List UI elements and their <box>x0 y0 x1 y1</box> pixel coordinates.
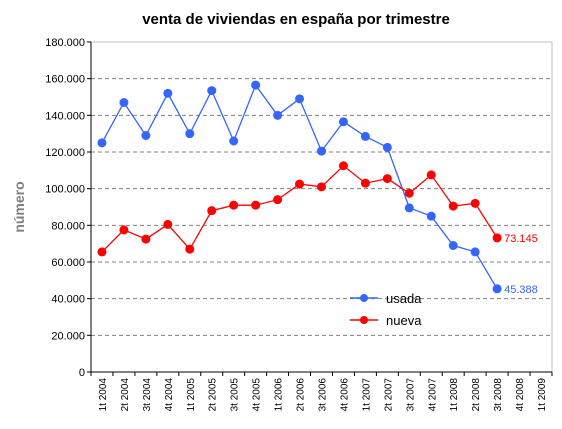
data-point-nueva <box>119 225 129 235</box>
x-tick-label: 2t 2006 <box>296 378 307 412</box>
y-tick-label: 0 <box>79 367 85 379</box>
x-tick-label: 3t 2005 <box>230 378 241 412</box>
plot-area <box>90 41 553 373</box>
data-point-usada <box>97 138 107 148</box>
data-point-nueva <box>295 179 305 189</box>
data-point-nueva <box>404 188 414 198</box>
data-point-nueva <box>470 198 480 208</box>
y-tick-label: 140.000 <box>45 110 85 122</box>
data-point-nueva <box>185 244 195 254</box>
data-point-nueva <box>492 233 502 243</box>
legend-marker-usada <box>360 294 368 302</box>
y-tick-label: 60.000 <box>51 257 85 269</box>
series: 45.388 73.145 <box>97 80 538 296</box>
data-point-usada <box>360 131 370 141</box>
data-point-nueva <box>338 161 348 171</box>
x-tick-label: 4t 2004 <box>164 378 175 412</box>
data-point-nueva <box>448 201 458 211</box>
y-tick-label: 40.000 <box>51 294 85 306</box>
data-point-usada <box>448 241 458 250</box>
data-point-usada <box>492 284 502 294</box>
data-point-nueva <box>360 178 370 188</box>
x-tick-label: 4t 2008 <box>515 378 526 412</box>
y-axis-label: número <box>11 181 27 232</box>
x-tick-label: 1t 2009 <box>537 378 548 412</box>
y-tick-label: 180.000 <box>45 37 85 49</box>
legend-item-nueva: nueva <box>350 313 422 328</box>
data-point-nueva <box>273 195 283 205</box>
legend-marker-nueva <box>360 316 368 324</box>
x-tick-label: 3t 2008 <box>493 378 504 412</box>
x-axis-ticks: 1t 2004 2t 2004 3t 2004 4t 2004 1t 2005 2t 20… <box>90 372 553 412</box>
x-tick-label: 1t 2007 <box>361 378 372 412</box>
data-point-usada <box>295 94 305 104</box>
data-point-usada <box>163 88 173 98</box>
series-nueva: 73.145 <box>97 161 538 257</box>
legend: usada nueva <box>350 291 422 328</box>
data-point-usada <box>338 117 348 127</box>
data-point-usada <box>229 136 239 146</box>
data-point-usada <box>426 211 436 221</box>
data-point-nueva <box>97 247 107 257</box>
data-point-usada <box>251 80 261 90</box>
data-point-nueva <box>426 170 436 180</box>
x-tick-label: 3t 2004 <box>142 378 153 412</box>
x-tick-label: 3t 2006 <box>318 378 329 412</box>
y-tick-label: 80.000 <box>51 220 85 232</box>
data-point-nueva <box>163 219 173 229</box>
data-point-nueva <box>207 206 217 216</box>
y-tick-label: 20.000 <box>51 330 85 342</box>
x-tick-label: 1t 2008 <box>449 378 460 412</box>
x-tick-label: 1t 2004 <box>98 378 109 412</box>
series-usada: 45.388 <box>97 80 538 296</box>
legend-item-usada: usada <box>350 291 422 306</box>
y-axis-ticks: 0 20.000 40.000 60.000 80.000 100.000 120.000 1… <box>45 37 91 379</box>
data-point-usada <box>273 110 283 120</box>
x-tick-label: 3t 2007 <box>405 378 416 412</box>
data-point-usada <box>185 129 195 139</box>
x-tick-label: 4t 2005 <box>252 378 263 412</box>
data-point-usada <box>141 131 151 140</box>
y-tick-label: 100.000 <box>45 184 85 196</box>
y-tick-label: 160.000 <box>45 74 85 86</box>
data-point-nueva <box>251 200 261 210</box>
data-label-usada: 45.388 <box>504 284 538 296</box>
data-label-nueva: 73.145 <box>504 233 538 245</box>
x-tick-label: 2t 2005 <box>208 378 219 412</box>
x-tick-label: 1t 2005 <box>186 378 197 412</box>
y-tick-label: 120.000 <box>45 147 85 159</box>
legend-label-usada: usada <box>386 291 422 306</box>
x-tick-label: 2t 2007 <box>383 378 394 412</box>
series-line-nueva <box>101 164 498 253</box>
axes <box>90 41 553 373</box>
data-point-nueva <box>229 200 239 210</box>
x-tick-label: 2t 2008 <box>471 378 482 412</box>
x-tick-label: 4t 2006 <box>339 378 350 412</box>
data-point-usada <box>207 86 217 96</box>
data-point-usada <box>382 142 392 152</box>
x-tick-label: 1t 2006 <box>274 378 285 412</box>
data-point-nueva <box>382 174 392 184</box>
data-point-usada <box>317 146 326 156</box>
data-point-nueva <box>317 182 326 192</box>
data-point-nueva <box>141 234 151 244</box>
chart-title: venta de viviendas en españa por trimest… <box>142 11 450 28</box>
data-point-usada <box>404 203 414 213</box>
data-point-usada <box>470 247 480 257</box>
x-tick-label: 4t 2007 <box>427 378 438 412</box>
legend-label-nueva: nueva <box>386 313 422 328</box>
x-tick-label: 2t 2004 <box>120 378 131 412</box>
data-point-usada <box>119 98 129 107</box>
